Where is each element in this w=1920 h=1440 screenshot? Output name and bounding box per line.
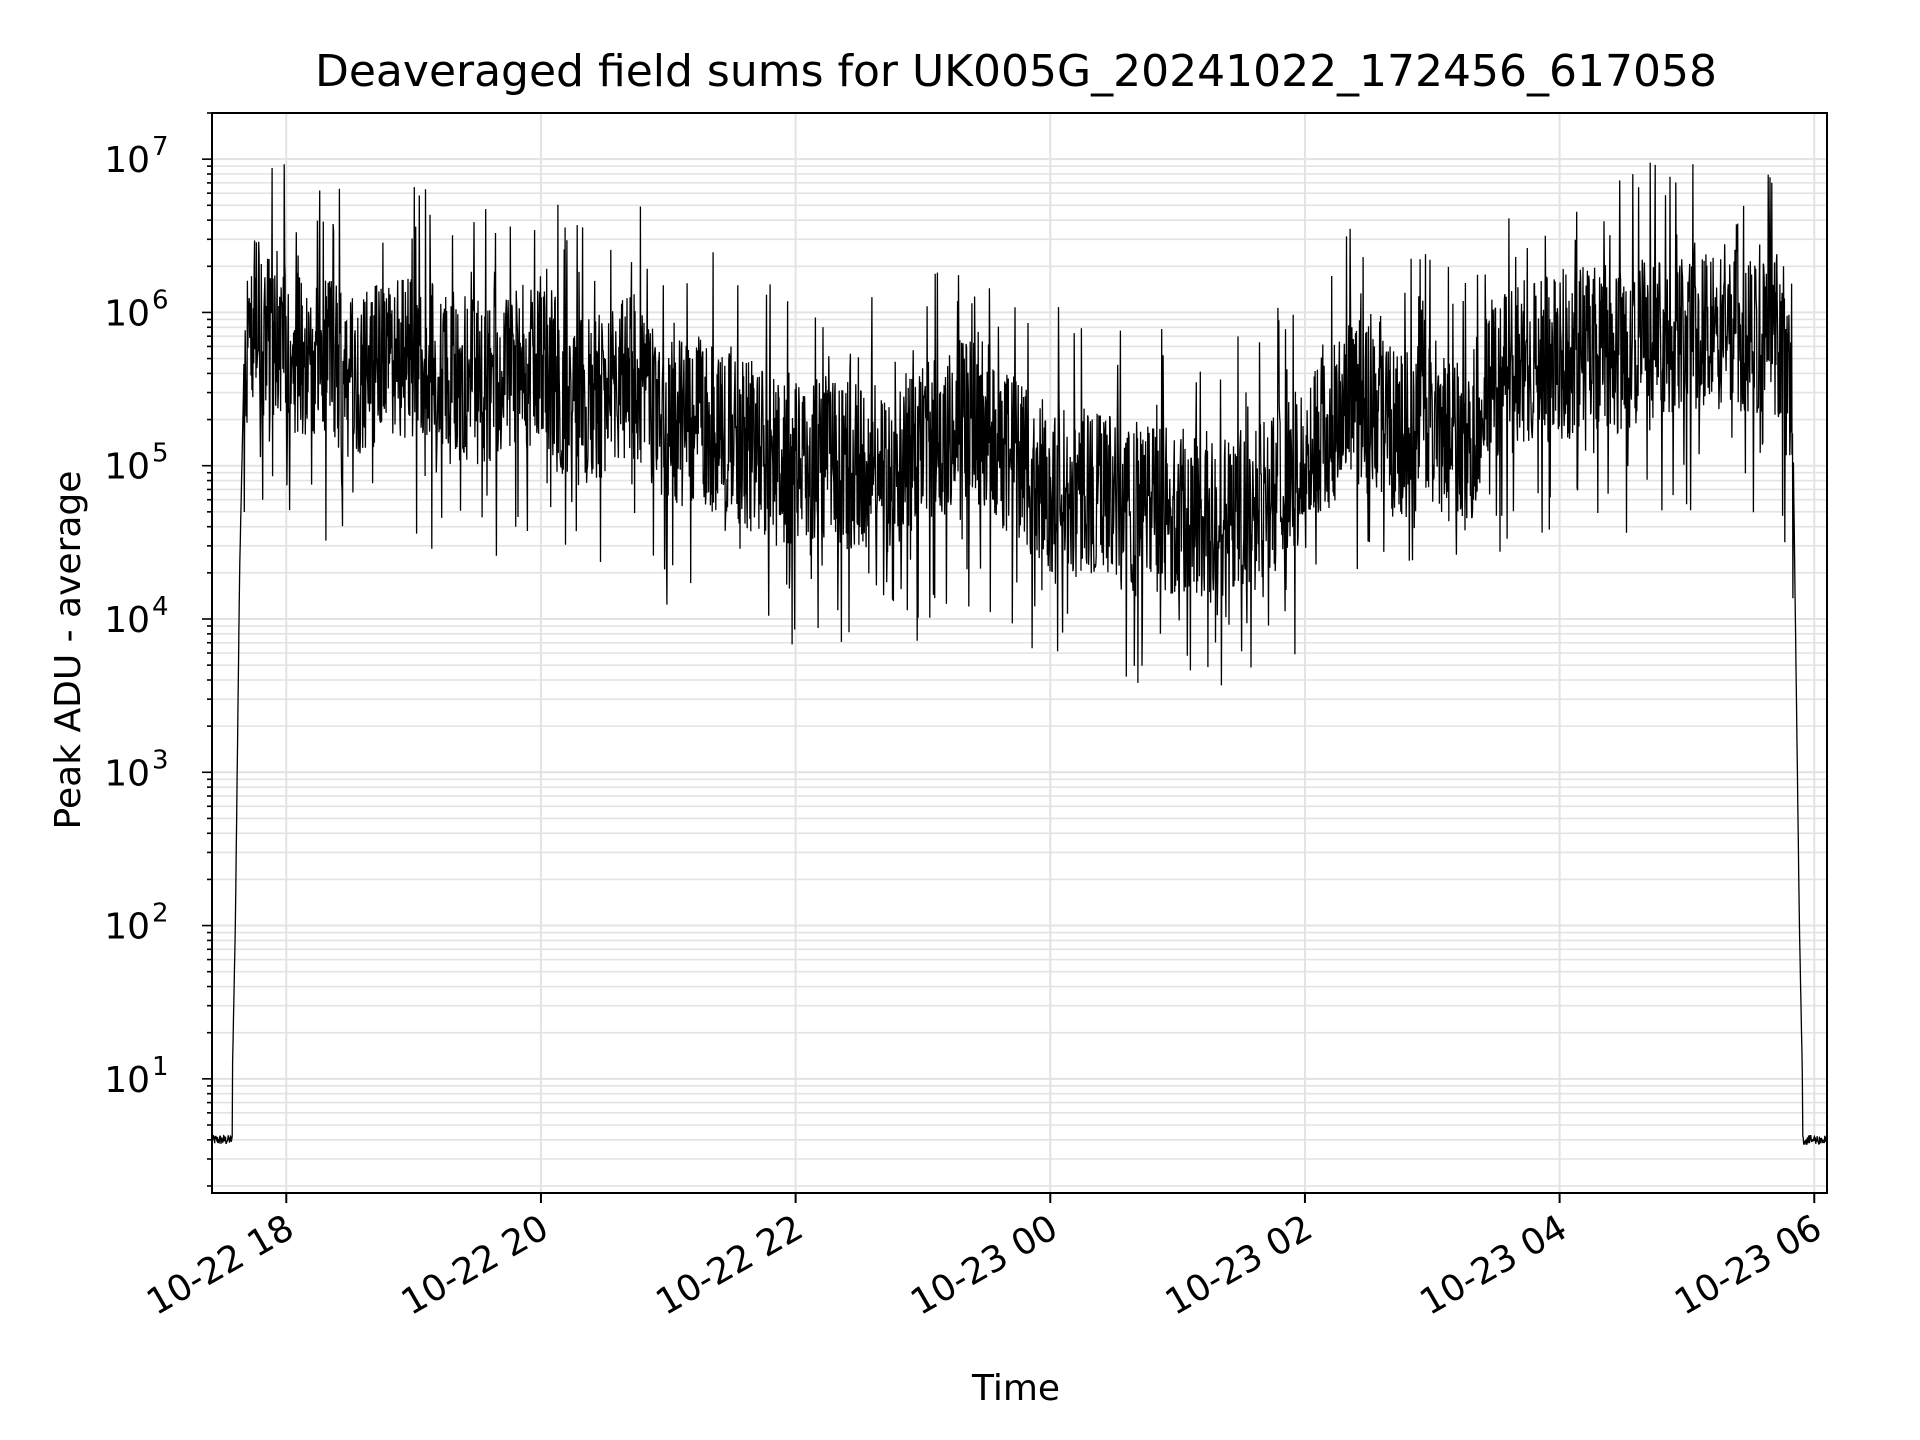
x-axis-label: Time xyxy=(971,1368,1060,1409)
y-tick-label: 10 xyxy=(104,1060,150,1101)
y-tick-label: 10 xyxy=(104,140,150,181)
y-tick-exponent: 3 xyxy=(152,745,169,775)
series-line xyxy=(211,162,1828,1145)
y-tick-exponent: 4 xyxy=(152,592,169,622)
y-tick-label: 10 xyxy=(104,293,150,334)
y-tick-exponent: 6 xyxy=(152,285,169,315)
y-tick-label: 10 xyxy=(104,600,150,641)
y-tick-label: 10 xyxy=(104,753,150,794)
y-tick-exponent: 7 xyxy=(152,132,169,162)
y-tick-exponent: 2 xyxy=(152,899,169,929)
y-axis-label: Peak ADU - average xyxy=(48,471,89,830)
series-layer xyxy=(211,162,1828,1145)
y-tick-label: 10 xyxy=(104,907,150,948)
grid xyxy=(212,112,1827,1193)
chart-title: Deaveraged field sums for UK005G_2024102… xyxy=(315,46,1717,97)
y-tick-label: 10 xyxy=(104,447,150,488)
y-tick-exponent: 1 xyxy=(152,1052,169,1082)
y-tick-exponent: 5 xyxy=(152,439,169,469)
